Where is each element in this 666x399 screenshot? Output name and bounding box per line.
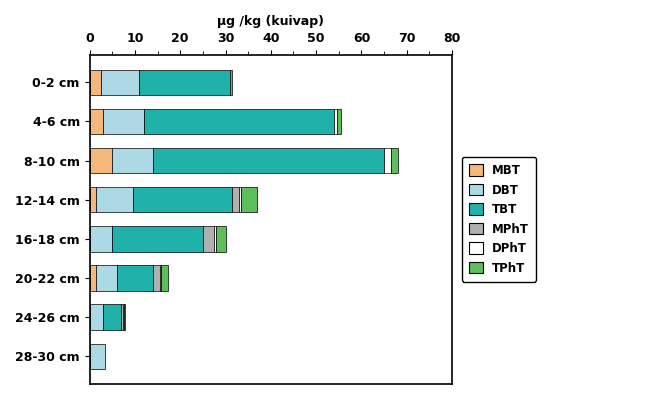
Bar xyxy=(203,226,214,252)
Bar xyxy=(90,148,113,173)
Legend: MBT, DBT, TBT, MPhT, DPhT, TPhT: MBT, DBT, TBT, MPhT, DPhT, TPhT xyxy=(462,157,536,282)
Bar xyxy=(113,148,153,173)
Bar xyxy=(216,226,226,252)
Bar xyxy=(90,344,105,369)
Bar xyxy=(90,187,97,213)
Bar xyxy=(117,265,153,291)
Bar xyxy=(103,304,121,330)
Bar xyxy=(241,187,257,213)
Bar xyxy=(97,265,117,291)
Bar xyxy=(232,187,239,213)
Bar xyxy=(153,148,384,173)
Bar xyxy=(144,109,334,134)
Bar xyxy=(90,70,101,95)
Bar xyxy=(139,70,230,95)
Bar xyxy=(90,304,103,330)
Bar xyxy=(101,70,139,95)
Bar xyxy=(90,109,103,134)
Bar xyxy=(113,226,203,252)
Bar xyxy=(123,304,124,330)
Bar xyxy=(161,265,168,291)
Bar xyxy=(160,265,161,291)
Bar xyxy=(239,187,241,213)
Bar xyxy=(230,70,232,95)
Bar xyxy=(103,109,144,134)
Bar xyxy=(336,109,341,134)
Bar xyxy=(90,226,113,252)
Bar xyxy=(97,187,133,213)
Bar xyxy=(153,265,160,291)
X-axis label: μg /kg (kuivap): μg /kg (kuivap) xyxy=(217,15,324,28)
Bar xyxy=(90,265,97,291)
Bar xyxy=(384,148,391,173)
Bar xyxy=(121,304,123,330)
Bar xyxy=(124,304,125,330)
Bar xyxy=(133,187,232,213)
Bar xyxy=(214,226,216,252)
Bar xyxy=(391,148,398,173)
Bar xyxy=(334,109,336,134)
